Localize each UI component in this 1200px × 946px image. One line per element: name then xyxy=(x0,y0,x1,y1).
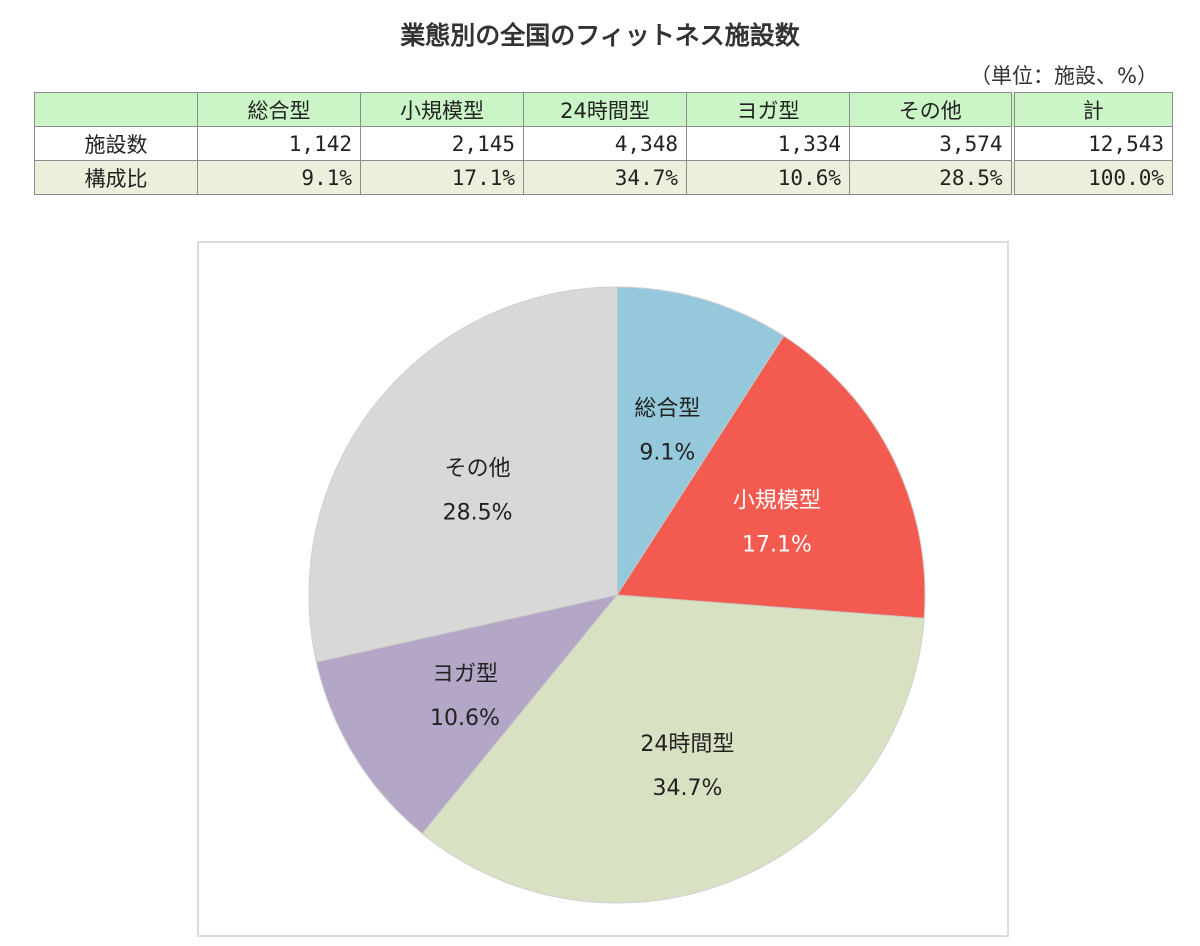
table-cell: 17.1% xyxy=(360,160,524,195)
pie-label-value-sogo: 9.1% xyxy=(639,441,695,466)
table-cell: 1,334 xyxy=(686,126,850,161)
table-cell: 1,142 xyxy=(197,126,361,161)
pie-chart-panel: 総合型 9.1% 小規模型 17.1% 24時間型 34.7% ヨガ型 10.6% その他 28.… xyxy=(197,241,1009,937)
pie-label-category-sogo: 総合型 xyxy=(634,397,700,422)
table-cell: 10.6% xyxy=(686,160,850,195)
pie-label-category-other: その他 xyxy=(445,456,511,481)
facility-table: 総合型 小規模型 24時間型 ヨガ型 その他 計 施設数 1,142 2,145… xyxy=(34,92,1173,195)
pie-slice-divider xyxy=(421,594,618,834)
pie-label-value-24h: 34.7% xyxy=(652,776,722,801)
pie-label-category-yoga: ヨガ型 xyxy=(432,662,498,687)
row-label: 施設数 xyxy=(34,126,198,161)
pie-slice-shokibo xyxy=(617,335,925,619)
pie-slice-yoga xyxy=(316,595,617,834)
table-cell-total: 12,543 xyxy=(1010,126,1173,161)
row-label: 構成比 xyxy=(34,160,198,195)
header-cell-blank xyxy=(34,92,198,127)
pie-outline xyxy=(308,286,926,904)
table-cell: 34.7% xyxy=(523,160,687,195)
table-header-row: 総合型 小規模型 24時間型 ヨガ型 その他 計 xyxy=(34,92,1173,127)
table-cell: 2,145 xyxy=(360,126,524,161)
pie-label-value-other: 28.5% xyxy=(443,500,513,525)
header-cell-total: 計 xyxy=(1010,92,1173,127)
pie-slice-divider xyxy=(616,335,785,596)
unit-note: （単位：施設、%） xyxy=(970,64,1158,88)
pie-slice-divider xyxy=(616,594,925,619)
pie-slice-divider xyxy=(316,594,618,663)
pie-slice-24h xyxy=(422,595,925,903)
pie-chart: 総合型 9.1% 小規模型 17.1% 24時間型 34.7% ヨガ型 10.6% その他 28.… xyxy=(308,286,926,904)
header-cell-yoga: ヨガ型 xyxy=(686,92,850,127)
table-cell: 3,574 xyxy=(849,126,1013,161)
table-cell: 28.5% xyxy=(849,160,1013,195)
pie-label-value-shokibo: 17.1% xyxy=(742,532,812,557)
table-cell-total: 100.0% xyxy=(1010,160,1173,195)
pie-label-value-yoga: 10.6% xyxy=(430,706,500,731)
pie-label-category-shokibo: 小規模型 xyxy=(733,488,821,513)
table-cell: 4,348 xyxy=(523,126,687,161)
table-row-count: 施設数 1,142 2,145 4,348 1,334 3,574 12,543 xyxy=(34,126,1173,161)
page-title: 業態別の全国のフィットネス施設数 xyxy=(400,21,800,50)
pie-slice-other xyxy=(309,287,617,663)
table-cell: 9.1% xyxy=(197,160,361,195)
header-cell-24h: 24時間型 xyxy=(523,92,687,127)
header-cell-sogo: 総合型 xyxy=(197,92,361,127)
table-row-share: 構成比 9.1% 17.1% 34.7% 10.6% 28.5% 100.0% xyxy=(34,160,1173,195)
pie-label-category-24h: 24時間型 xyxy=(640,732,734,757)
header-cell-shokibo: 小規模型 xyxy=(360,92,524,127)
pie-slice-sogo xyxy=(617,287,784,595)
header-cell-other: その他 xyxy=(849,92,1013,127)
